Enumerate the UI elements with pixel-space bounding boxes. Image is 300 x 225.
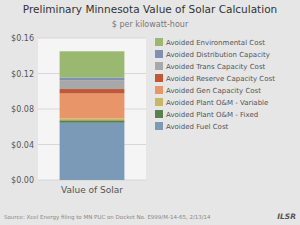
- legend-swatch: [155, 122, 163, 130]
- legend-label: Avoided Plant O&M - Fixed: [166, 111, 258, 119]
- bar-segment: [60, 77, 125, 80]
- subtitle: $ per kilowatt-hour: [112, 20, 189, 29]
- legend-label: Avoided Fuel Cost: [166, 123, 229, 131]
- y-tick-label: $0.04: [11, 141, 34, 150]
- bar-segment: [60, 93, 125, 118]
- legend-label: Avoided Trans Capacity Cost: [166, 63, 266, 71]
- source: Source: Xcel Energy filing to MN PUC on …: [4, 214, 211, 221]
- x-tick-label: Value of Solar: [61, 185, 123, 195]
- chart: Preliminary Minnesota Value of Solar Cal…: [0, 0, 300, 225]
- bar-segment: [60, 123, 125, 180]
- legend: Avoided Environmental Cost Avoided Distri…: [155, 38, 275, 131]
- legend-swatch: [155, 86, 163, 94]
- annotation: ILSR: [277, 212, 296, 221]
- bar-segment: [60, 89, 125, 93]
- y-tick-label: $0.00: [11, 176, 34, 185]
- legend-label: Avoided Gen Capacity Cost: [166, 87, 261, 95]
- y-tick-label: $0.16: [11, 34, 34, 43]
- legend-swatch: [155, 38, 163, 46]
- legend-label: Avoided Distribution Capacity: [166, 51, 270, 59]
- y-tick-label: $0.08: [11, 105, 34, 114]
- bar-segment: [60, 51, 125, 77]
- bar-segment: [60, 120, 125, 122]
- legend-label: Avoided Environmental Cost: [166, 39, 265, 47]
- legend-swatch: [155, 98, 163, 106]
- plot-area: [38, 38, 146, 180]
- legend-swatch: [155, 50, 163, 58]
- bar-segment: [60, 80, 125, 89]
- legend-swatch: [155, 110, 163, 118]
- legend-swatch: [155, 62, 163, 70]
- legend-label: Avoided Reserve Capacity Cost: [166, 75, 275, 83]
- title: Preliminary Minnesota Value of Solar Cal…: [23, 3, 277, 15]
- background: [0, 0, 300, 225]
- y-tick-label: $0.12: [11, 70, 34, 79]
- legend-swatch: [155, 74, 163, 82]
- bars: [60, 51, 125, 180]
- bar-segment: [60, 118, 125, 120]
- grid-line: [38, 38, 146, 39]
- legend-label: Avoided Plant O&M - Variable: [166, 99, 268, 107]
